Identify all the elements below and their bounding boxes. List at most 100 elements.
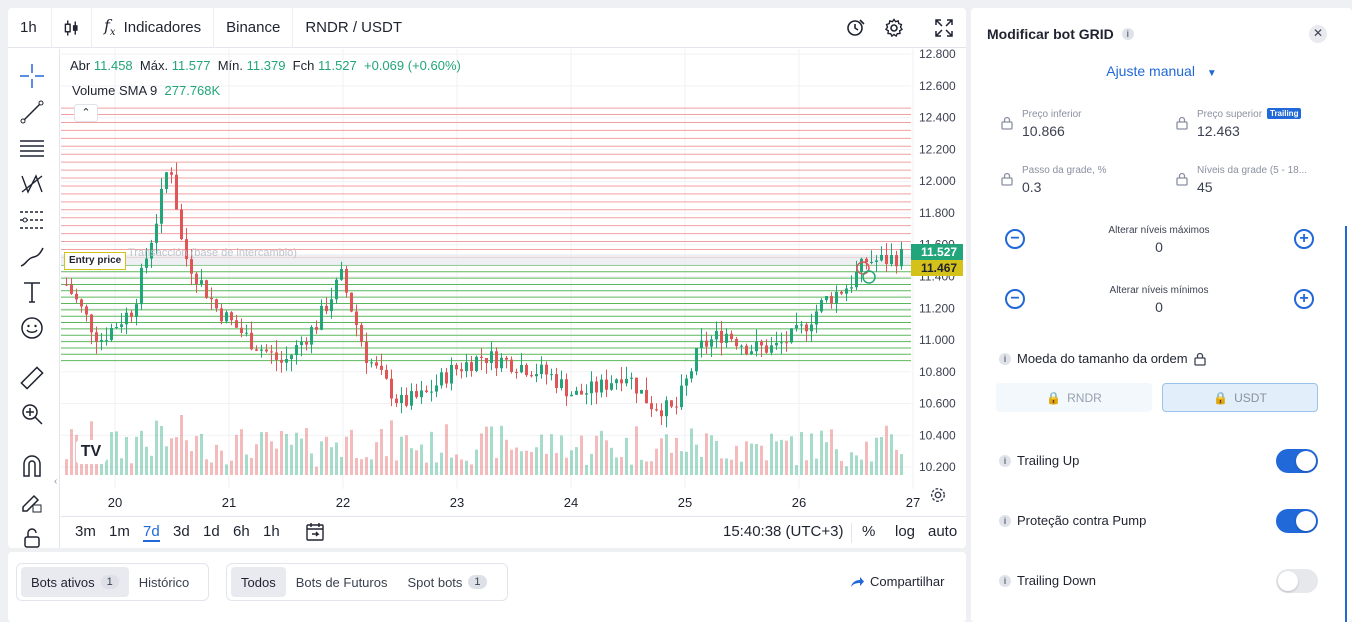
symbol-label[interactable]: RNDR / USDT: [305, 19, 403, 36]
info-icon[interactable]: i: [1121, 28, 1134, 40]
currency-usdt-button[interactable]: 🔒 USDT: [1162, 383, 1318, 412]
horizontal-lines-tool[interactable]: [16, 133, 48, 163]
volume-bar: [285, 433, 288, 475]
lower-price-value: 10.866: [1022, 123, 1065, 139]
candle-body: [335, 279, 338, 300]
unlock-tool[interactable]: [16, 523, 48, 548]
candle-body: [135, 304, 138, 317]
lock-icon: 🔒: [1213, 390, 1229, 405]
magnet-tool[interactable]: [16, 451, 48, 481]
volume-bar: [530, 451, 533, 475]
y-tick-label: 12.400: [919, 111, 956, 125]
volume-bar: [220, 450, 223, 475]
open-value: 11.458: [93, 58, 133, 73]
volume-bar: [645, 461, 648, 475]
interval-button[interactable]: 1h: [8, 8, 52, 48]
tf-3m[interactable]: 3m: [75, 523, 96, 540]
tab-history[interactable]: Histórico: [138, 574, 190, 590]
tab-active-bots[interactable]: Bots ativos 1: [21, 567, 129, 597]
trendline-tool[interactable]: [16, 97, 48, 127]
left-toolbar-collapse[interactable]: ‹: [54, 476, 58, 487]
emoji-tool[interactable]: [16, 313, 48, 343]
lock-drawings-tool[interactable]: [16, 487, 48, 517]
fibonacci-icon: [20, 211, 44, 229]
increase-min-levels-button[interactable]: +: [1294, 289, 1314, 309]
trailing-down-toggle[interactable]: [1276, 569, 1318, 593]
fib-tool[interactable]: [16, 205, 48, 235]
chart-container[interactable]: 1h fx Indicadores Binance RNDR / USDT: [8, 8, 966, 548]
pattern-tool[interactable]: [16, 169, 48, 199]
volume-bar: [410, 448, 413, 475]
volume-bar: [390, 420, 393, 475]
volume-bar: [620, 457, 623, 475]
candle-body: [225, 312, 228, 322]
tab-all[interactable]: Todos: [231, 567, 286, 597]
goto-date-button[interactable]: [305, 522, 325, 546]
mode-dropdown[interactable]: Ajuste manual ▼: [971, 63, 1352, 79]
text-tool[interactable]: [16, 277, 48, 307]
candle-body: [325, 305, 328, 312]
tf-3d[interactable]: 3d: [173, 523, 190, 540]
collapse-legend-button[interactable]: ⌃: [74, 104, 98, 122]
volume-bar: [260, 432, 263, 475]
candle-body: [880, 254, 883, 261]
info-icon[interactable]: i: [999, 352, 1011, 365]
volume-bar: [540, 434, 543, 475]
zoom-tool[interactable]: [16, 399, 48, 429]
chart-type-button[interactable]: [52, 8, 92, 48]
scale-percent[interactable]: %: [851, 523, 875, 543]
share-button[interactable]: Compartilhar: [850, 574, 944, 589]
decrease-max-levels-button[interactable]: −: [1005, 229, 1025, 249]
volume-bar: [695, 444, 698, 475]
tf-1d[interactable]: 1d: [203, 523, 220, 540]
candle-body: [65, 284, 68, 286]
decrease-min-levels-button[interactable]: −: [1005, 289, 1025, 309]
candle-body: [610, 383, 613, 390]
lock-icon: [1176, 116, 1188, 130]
info-icon[interactable]: i: [999, 574, 1011, 587]
info-icon[interactable]: i: [999, 514, 1011, 527]
ruler-tool[interactable]: [16, 363, 48, 393]
fullscreen-button[interactable]: [926, 8, 962, 48]
volume-bar: [480, 433, 483, 475]
pump-protection-toggle[interactable]: [1276, 509, 1318, 533]
alert-button[interactable]: [838, 8, 874, 48]
grid-step-label: Passo da grade, %: [1022, 165, 1107, 176]
candle-body: [200, 280, 203, 284]
volume-bar: [595, 435, 598, 475]
scale-auto[interactable]: auto: [928, 523, 958, 540]
candle-body: [435, 385, 438, 392]
candle-body: [645, 390, 648, 404]
increase-max-levels-button[interactable]: +: [1294, 229, 1314, 249]
ohlc-legend: Abr 11.458 Máx. 11.577 Mín. 11.379 Fch 1…: [70, 58, 461, 73]
tf-7d[interactable]: 7d: [143, 523, 160, 542]
tab-spot-bots[interactable]: Spot bots 1: [397, 567, 496, 597]
volume-bar: [850, 452, 853, 475]
scale-log[interactable]: log: [895, 523, 916, 540]
brush-tool[interactable]: [16, 241, 48, 271]
volume-bar: [665, 434, 668, 475]
axis-settings-button[interactable]: [929, 486, 947, 509]
tf-6h[interactable]: 6h: [233, 523, 250, 540]
tab-futures-bots[interactable]: Bots de Futuros: [295, 574, 388, 590]
ruler-icon: [20, 366, 44, 390]
volume-bar: [750, 443, 753, 475]
currency-rndr-button[interactable]: 🔒 RNDR: [996, 383, 1152, 412]
candle-body: [360, 324, 363, 342]
tf-1m[interactable]: 1m: [109, 523, 130, 540]
candle-body: [410, 391, 413, 406]
tf-1h[interactable]: 1h: [263, 523, 280, 540]
settings-button[interactable]: [876, 8, 912, 48]
info-icon[interactable]: i: [999, 454, 1011, 467]
trailing-up-toggle[interactable]: [1276, 449, 1318, 473]
price-chart[interactable]: 12.80012.60012.40012.20012.00011.80011.6…: [61, 49, 966, 516]
crosshair-tool[interactable]: [16, 61, 48, 91]
exchange-label: Binance: [214, 8, 294, 48]
volume-bar: [445, 424, 448, 475]
close-button[interactable]: ✕: [1309, 25, 1327, 43]
volume-bar: [385, 456, 388, 475]
volume-bar: [130, 463, 133, 475]
indicators-button[interactable]: fx Indicadores: [92, 8, 215, 48]
volume-bar: [70, 429, 73, 475]
volume-bar: [845, 466, 848, 475]
